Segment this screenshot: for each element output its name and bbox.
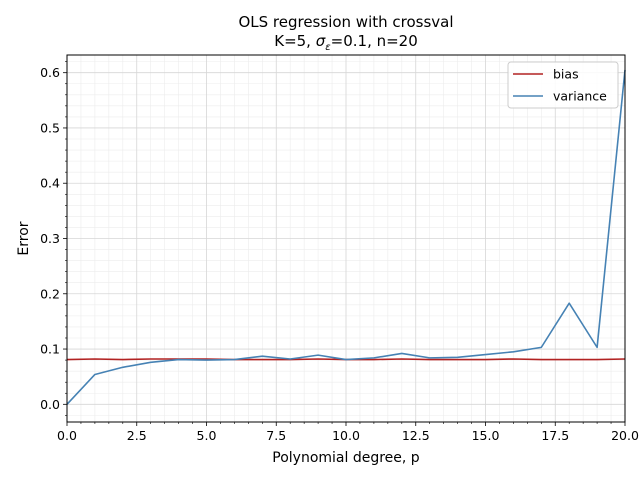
x-tick-label: 15.0 [472, 428, 500, 443]
data-point-bias [540, 358, 543, 361]
data-point-variance [345, 358, 348, 361]
subtitle-sigma-subscript: ε [325, 42, 331, 53]
data-point-variance [317, 354, 320, 357]
data-point-bias [317, 357, 320, 360]
data-point-variance [261, 355, 264, 358]
grid [66, 55, 626, 422]
x-tick-label: 7.5 [266, 428, 286, 443]
y-tick-label: 0.2 [40, 286, 60, 301]
y-axis-label: Error [16, 221, 32, 255]
data-point-variance [568, 302, 571, 305]
data-point-variance [596, 346, 599, 349]
x-tick-label: 2.5 [127, 428, 147, 443]
y-tick-label: 0.0 [40, 397, 60, 412]
data-point-bias [596, 358, 599, 361]
data-point-bias [149, 357, 152, 360]
subtitle-prefix: K=5, [274, 32, 315, 50]
data-point-variance [456, 356, 459, 359]
data-point-variance [205, 359, 208, 362]
data-point-variance [484, 353, 487, 356]
x-tick-label: 17.5 [541, 428, 569, 443]
data-point-bias [261, 358, 264, 361]
x-tick-label: 10.0 [332, 428, 360, 443]
data-point-variance [540, 346, 543, 349]
data-point-variance [177, 358, 180, 361]
y-tick-label: 0.6 [40, 65, 60, 80]
x-tick-label: 20.0 [611, 428, 639, 443]
legend-label-variance: variance [553, 89, 607, 104]
data-point-bias [484, 358, 487, 361]
axis-ticks: 0.0 2.5 5.0 7.5 10.0 12.5 15.0 17.5 20.0 0.0 0.1 0.… [40, 61, 639, 443]
data-point-bias [512, 357, 515, 360]
data-point-variance [428, 356, 431, 359]
data-point-bias [400, 357, 403, 360]
data-point-variance [372, 356, 375, 359]
legend: bias variance [507, 61, 619, 109]
data-point-bias [93, 357, 96, 360]
data-point-bias [121, 358, 124, 361]
chart-subtitle: K=5, σε=0.1, n=20 [274, 32, 418, 53]
subtitle-sigma: σ [316, 32, 326, 50]
legend-label-bias: bias [553, 67, 579, 82]
data-point-variance [512, 350, 515, 353]
data-point-variance [93, 373, 96, 376]
data-point-variance [121, 366, 124, 369]
x-tick-label: 0.0 [57, 428, 77, 443]
x-axis-label: Polynomial degree, p [272, 450, 420, 466]
y-tick-label: 0.5 [40, 120, 60, 135]
y-tick-label: 0.3 [40, 231, 60, 246]
data-point-variance [233, 358, 236, 361]
data-point-bias [568, 358, 571, 361]
data-point-variance [149, 361, 152, 364]
x-tick-label: 5.0 [197, 428, 217, 443]
y-tick-label: 0.4 [40, 176, 60, 191]
y-tick-label: 0.1 [40, 342, 60, 357]
data-point-variance [400, 352, 403, 355]
x-tick-label: 12.5 [402, 428, 430, 443]
chart-title: OLS regression with crossval [238, 13, 453, 31]
series-lines [66, 69, 626, 405]
data-point-variance [289, 357, 292, 360]
series-line-variance [66, 69, 626, 405]
subtitle-suffix: =0.1, n=20 [331, 32, 418, 50]
